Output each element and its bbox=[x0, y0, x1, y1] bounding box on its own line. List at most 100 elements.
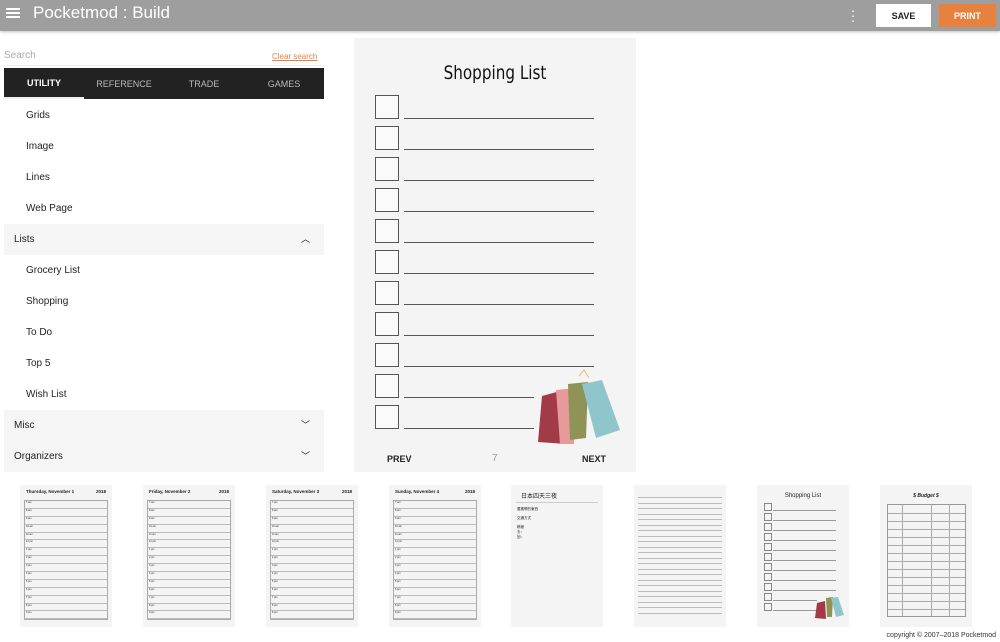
tab-trade[interactable]: TRADE bbox=[188, 78, 220, 89]
search-input[interactable] bbox=[4, 46, 324, 66]
page-number: 7 bbox=[492, 453, 498, 464]
thumb-title: $ Budget $ bbox=[913, 493, 939, 499]
clear-search-link[interactable]: Clear search bbox=[272, 52, 318, 61]
hour-row: 8 am bbox=[25, 509, 107, 517]
ruled-line bbox=[638, 552, 722, 553]
thumb-line: 交通方式 bbox=[517, 516, 531, 520]
hour-row: 6 pm bbox=[394, 588, 476, 596]
line bbox=[404, 149, 594, 150]
app-title: Pocketmod : Build bbox=[33, 3, 171, 22]
hour-row: 8 am bbox=[148, 509, 230, 517]
checkbox[interactable] bbox=[375, 281, 399, 305]
checkbox[interactable] bbox=[375, 312, 399, 336]
hour-row: 7 am bbox=[25, 501, 107, 509]
checkbox[interactable] bbox=[375, 374, 399, 398]
list-item-grids[interactable]: Grids bbox=[26, 110, 50, 121]
ruled-line bbox=[638, 568, 722, 570]
hour-row: 3 pm bbox=[25, 564, 107, 573]
line bbox=[404, 304, 594, 305]
ruled-line bbox=[638, 530, 722, 531]
checkbox[interactable] bbox=[375, 219, 399, 243]
tab-utility[interactable]: UTILITY bbox=[4, 68, 84, 99]
hour-row: 5 pm bbox=[271, 580, 353, 588]
hour-row: 12 pm bbox=[148, 540, 230, 549]
tab-games[interactable]: GAMES bbox=[267, 78, 301, 89]
section-misc[interactable]: Misc ﹀ bbox=[4, 410, 324, 441]
ruled-line bbox=[638, 579, 722, 581]
thumb-title: Shopping List bbox=[784, 493, 822, 499]
line bbox=[404, 211, 594, 212]
thumbnail-lines[interactable] bbox=[634, 485, 726, 627]
checkbox[interactable] bbox=[375, 126, 399, 150]
hour-row: 7 am bbox=[148, 501, 230, 509]
hour-row: 11 am bbox=[148, 533, 230, 541]
thumb-year: 2018 bbox=[218, 489, 229, 494]
thumbnail-day[interactable]: Saturday, November 3 2018 7 am 8 am 9 am 10 a… bbox=[266, 485, 358, 627]
ruled-line bbox=[638, 519, 722, 520]
thumb-year: 2018 bbox=[341, 489, 352, 494]
shopping-bags-image bbox=[815, 597, 844, 619]
chevron-down-icon: ﹀ bbox=[300, 420, 310, 430]
thumbnail-day[interactable]: Friday, November 2 2018 7 am 8 am 9 am 10 am 1… bbox=[143, 485, 235, 627]
hour-row: 11 am bbox=[25, 533, 107, 541]
print-button[interactable]: PRINT bbox=[939, 4, 996, 27]
line bbox=[404, 180, 594, 181]
ruled-line bbox=[638, 497, 722, 498]
ruled-line bbox=[638, 535, 722, 537]
checkbox[interactable] bbox=[375, 157, 399, 181]
thumb-line: 積極 bbox=[517, 525, 524, 529]
hamburger-menu-icon[interactable] bbox=[6, 6, 20, 20]
hour-row: 8 am bbox=[271, 509, 353, 517]
thumbnail-text[interactable]: 日本四天三夜 要攜帶的東西 交通方式 積極 去： 回： bbox=[511, 485, 603, 627]
hour-row: 9 pm bbox=[25, 611, 107, 620]
hour-row: 1 pm bbox=[271, 548, 353, 557]
list-item-wish-list[interactable]: Wish List bbox=[26, 389, 67, 400]
more-options-icon[interactable]: · · · bbox=[850, 2, 856, 28]
thumbnail-shopping[interactable]: Shopping List bbox=[757, 485, 849, 627]
hour-row: 11 am bbox=[394, 533, 476, 541]
list-item-top-5[interactable]: Top 5 bbox=[26, 358, 51, 369]
tab-reference[interactable]: REFERENCE bbox=[96, 78, 152, 89]
copyright: copyright © 2007–2018 Pocketmod bbox=[886, 632, 996, 639]
ruled-line bbox=[638, 541, 722, 542]
ruled-line bbox=[638, 502, 722, 504]
hour-row: 12 pm bbox=[271, 540, 353, 549]
hour-row: 8 pm bbox=[148, 604, 230, 612]
list-item-lines[interactable]: Lines bbox=[26, 172, 50, 183]
thumb-line: 要攜帶的東西 bbox=[517, 507, 538, 511]
hour-row: 1 pm bbox=[394, 548, 476, 557]
thumbnail-day[interactable]: Sunday, November 4 2018 7 am 8 am 9 am 10 am 1… bbox=[389, 485, 481, 627]
checkbox[interactable] bbox=[375, 188, 399, 212]
checkbox[interactable] bbox=[375, 95, 399, 119]
checkbox[interactable] bbox=[375, 343, 399, 367]
chevron-up-icon: ︿ bbox=[300, 234, 310, 244]
checkbox[interactable] bbox=[375, 405, 399, 429]
hour-row: 9 pm bbox=[148, 611, 230, 620]
ruled-line bbox=[638, 596, 722, 597]
line bbox=[404, 118, 594, 119]
hour-row: 8 pm bbox=[394, 604, 476, 612]
list-item-to-do[interactable]: To Do bbox=[26, 327, 53, 338]
prev-button[interactable]: PREV bbox=[387, 454, 412, 464]
hour-row: 4 pm bbox=[25, 572, 107, 580]
section-lists[interactable]: Lists ︿ bbox=[4, 224, 324, 255]
thumbnail-budget[interactable]: $ Budget $ bbox=[880, 485, 972, 627]
list-item-shopping[interactable]: Shopping bbox=[26, 296, 69, 307]
ruled-line bbox=[638, 607, 722, 608]
thumb-line: 回： bbox=[517, 535, 524, 539]
thumbnail-day[interactable]: Thursday, November 1 2018 7 am 8 am 9 am 10 a… bbox=[20, 485, 112, 627]
hour-row: 4 pm bbox=[271, 572, 353, 580]
ruled-line bbox=[638, 557, 722, 559]
hour-row: 8 pm bbox=[271, 604, 353, 612]
section-organizers[interactable]: Organizers ﹀ bbox=[4, 441, 324, 472]
ruled-line bbox=[638, 524, 722, 526]
list-item-image[interactable]: Image bbox=[26, 141, 54, 152]
hour-row: 9 am bbox=[25, 517, 107, 525]
thumb-year: 2018 bbox=[95, 489, 106, 494]
ruled-line bbox=[638, 590, 722, 592]
list-item-grocery-list[interactable]: Grocery List bbox=[26, 265, 80, 276]
checkbox[interactable] bbox=[375, 250, 399, 274]
next-button[interactable]: NEXT bbox=[582, 454, 607, 464]
list-item-web-page[interactable]: Web Page bbox=[26, 203, 73, 214]
save-button[interactable]: SAVE bbox=[876, 4, 931, 27]
